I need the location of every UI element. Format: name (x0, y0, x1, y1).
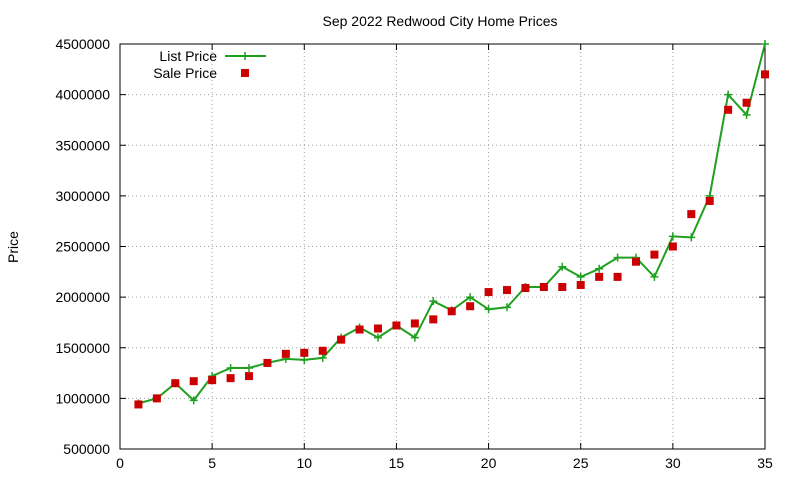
sale-price-point (484, 288, 493, 297)
sale-price-point (171, 379, 180, 388)
sale-price-point (724, 105, 733, 114)
list-price-point (300, 355, 309, 364)
sale-price-point (742, 98, 751, 107)
y-tick-label: 4500000 (55, 36, 110, 52)
sale-price-point (558, 283, 567, 291)
y-tick-label: 500000 (63, 441, 110, 457)
sale-price-point (521, 284, 530, 293)
list-price-point (226, 364, 235, 372)
list-price-point (466, 293, 475, 302)
y-tick-label: 1000000 (55, 390, 110, 406)
sale-price-point (576, 280, 585, 289)
list-price-point (687, 233, 696, 242)
list-price-point (503, 303, 511, 312)
list-price-point (761, 40, 769, 48)
sale-price-point (263, 358, 272, 367)
y-tick-label: 4000000 (55, 87, 110, 103)
list-price-point (650, 272, 659, 281)
list-price-point (429, 297, 438, 306)
x-tick-label: 30 (665, 455, 681, 471)
list-price-point (576, 272, 585, 281)
sale-price-point (761, 70, 769, 79)
plot-border (119, 43, 766, 450)
sale-price-point (189, 377, 198, 386)
series-list-price (134, 40, 769, 408)
x-tick-label: 20 (481, 455, 497, 471)
sale-price-point (208, 376, 217, 385)
list-price-point (613, 253, 622, 262)
x-tick-label: 10 (296, 455, 312, 471)
legend-sample-list-price-marker (241, 52, 249, 60)
list-price-point (318, 353, 327, 362)
sale-price-point (447, 307, 456, 316)
sale-price-point (281, 349, 290, 358)
sale-price-point (705, 196, 714, 205)
sale-price-point (337, 335, 346, 344)
sale-price-point (539, 283, 548, 291)
x-tick-label: 15 (389, 455, 405, 471)
y-tick-label: 3000000 (55, 188, 110, 204)
list-price-point (668, 232, 677, 241)
legend: List Price Sale Price (153, 48, 266, 81)
x-tick-label: 0 (116, 455, 124, 471)
list-price-point (595, 264, 604, 273)
sale-price-point (318, 346, 327, 355)
legend-sample-sale-price-marker (241, 69, 249, 77)
list-price-point (245, 364, 253, 372)
y-tick-label: 2500000 (55, 239, 110, 255)
legend-label-list-price: List Price (159, 48, 217, 64)
sale-price-point (429, 315, 438, 324)
sale-price-point (226, 374, 235, 383)
list-price-point (742, 110, 751, 119)
list-price-point (558, 262, 567, 271)
sale-price-point (410, 319, 419, 328)
list-price-point (189, 396, 198, 405)
y-tick-label: 1500000 (55, 340, 110, 356)
legend-label-sale-price: Sale Price (153, 65, 217, 81)
x-tick-label: 5 (208, 455, 216, 471)
list-price-point (724, 90, 733, 99)
list-price-point (410, 333, 419, 342)
sale-price-point (632, 257, 640, 266)
sale-price-point (595, 272, 604, 281)
series (134, 40, 769, 409)
sale-price-point (503, 286, 511, 295)
sale-price-point (374, 324, 382, 333)
sale-price-point (134, 400, 143, 409)
sale-price-point (392, 321, 401, 330)
sale-price-point (613, 272, 622, 281)
sale-price-point (687, 210, 696, 219)
list-price-point (374, 333, 382, 342)
sale-price-point (300, 348, 309, 357)
list-price-point (484, 305, 493, 314)
sale-price-point (466, 302, 475, 311)
sale-price-point (650, 250, 659, 259)
x-tick-label: 25 (573, 455, 589, 471)
axes: 0 5 10 15 20 25 30 35 500000 1000000 1500000 200000… (55, 36, 773, 471)
y-tick-label: 2000000 (55, 289, 110, 305)
series-sale-price (134, 70, 769, 409)
y-tick-label: 3500000 (55, 137, 110, 153)
list-price-line (138, 43, 766, 405)
sale-price-point (152, 394, 161, 403)
sale-price-point (355, 325, 364, 334)
x-tick-label: 35 (757, 455, 773, 471)
y-axis-label: Price (5, 231, 21, 263)
chart-title: Sep 2022 Redwood City Home Prices (322, 13, 557, 29)
sale-price-point (245, 372, 253, 381)
sale-price-point (668, 242, 677, 251)
